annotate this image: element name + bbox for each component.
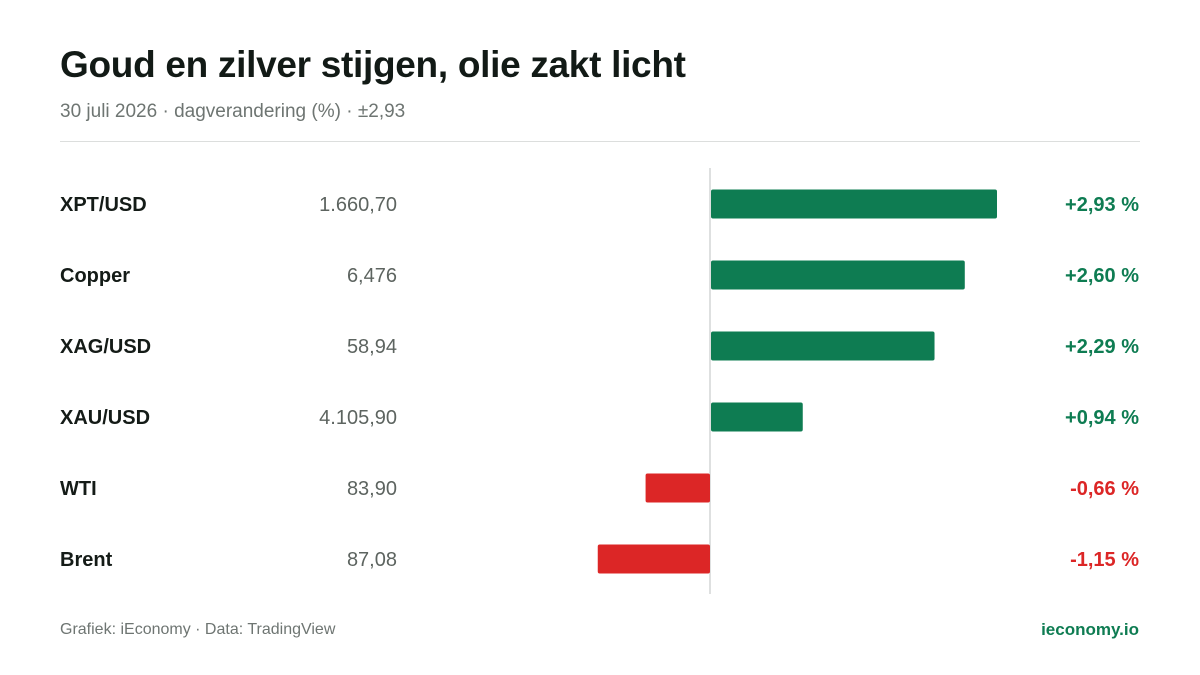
row-change-label: +2,60 % [1065,265,1139,287]
header-divider [60,141,1140,142]
row-price: 83,90 [347,478,397,500]
source-credit: Grafiek: iEconomy · Data: TradingView [60,621,336,638]
row-price: 4.105,90 [319,407,397,429]
row-label: XAU/USD [60,407,150,429]
chart-subtitle: 30 juli 2026 · dagverandering (%) · ±2,9… [60,101,406,122]
row-price: 87,08 [347,549,397,571]
row-change-label: +2,93 % [1065,194,1139,216]
row-label: XAG/USD [60,336,151,358]
bar-positive [711,402,803,432]
chart-title: Goud en zilver stijgen, olie zakt licht [60,44,686,85]
row-label: Copper [60,265,130,287]
row-change-label: +2,29 % [1065,336,1139,358]
row-label: XPT/USD [60,194,147,216]
row-price: 58,94 [347,336,397,358]
row-change-label: -0,66 % [1070,478,1139,500]
row-price: 6,476 [347,265,397,287]
row-label: Brent [60,549,113,571]
bar-positive [711,189,997,219]
row-label: WTI [60,478,97,500]
brand-link[interactable]: ieconomy.io [1041,620,1139,639]
row-price: 1.660,70 [319,194,397,216]
bar-negative [645,473,710,503]
row-change-label: -1,15 % [1070,549,1139,571]
row-change-label: +0,94 % [1065,407,1139,429]
bar-negative [597,544,710,574]
bar-positive [711,331,935,361]
bar-positive [711,260,965,290]
